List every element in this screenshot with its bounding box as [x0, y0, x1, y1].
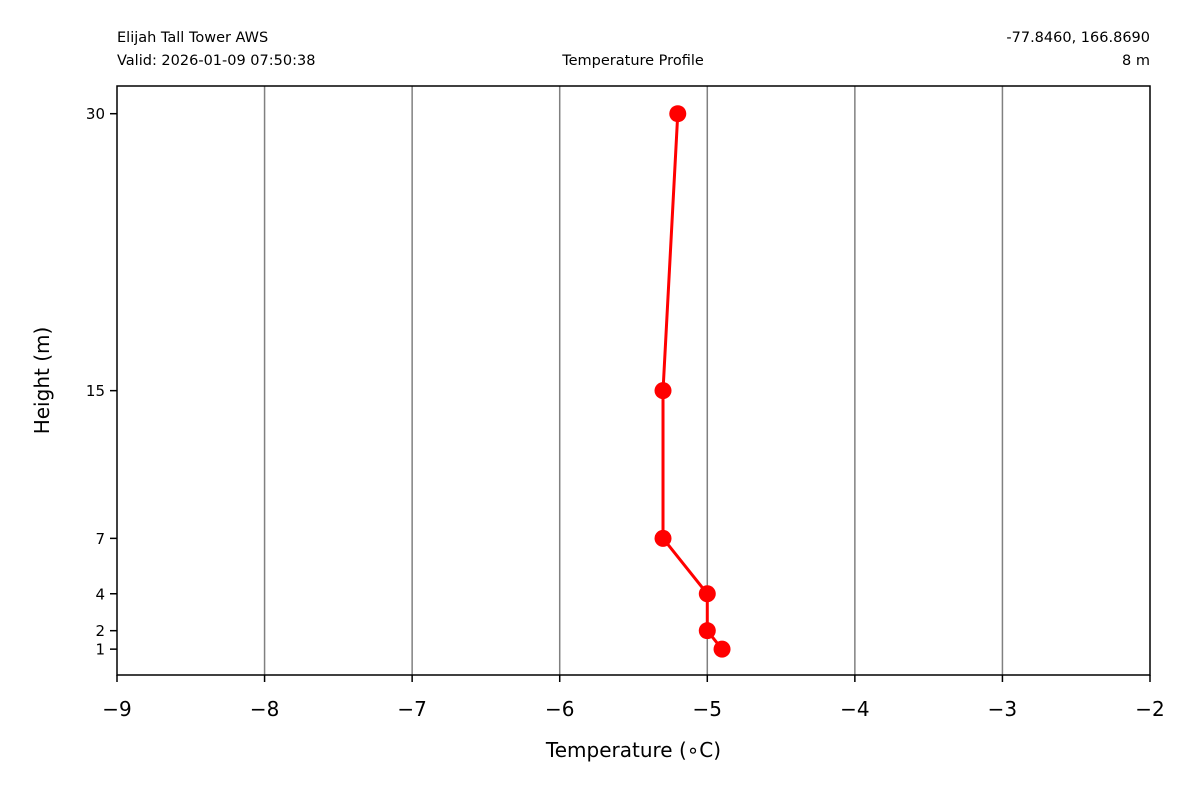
y-tick-label: 15: [86, 382, 105, 400]
profile-point: [654, 382, 672, 400]
profile-point: [654, 529, 672, 547]
x-axis-label: Temperature (∘C): [545, 738, 721, 762]
x-tick-label: −9: [102, 697, 131, 721]
y-tick-label: 7: [95, 530, 105, 548]
temperature-profile-line: [661, 113, 724, 651]
series-layer: [654, 105, 731, 658]
grid-lines: [263, 86, 1004, 675]
x-tick-label: −2: [1135, 697, 1164, 721]
x-tick-label: −4: [840, 697, 869, 721]
y-tick-label: 2: [95, 622, 105, 640]
profile-point: [713, 640, 731, 658]
station-name: Elijah Tall Tower AWS: [117, 30, 269, 46]
x-tick-label: −6: [545, 697, 574, 721]
chart-title: Temperature Profile: [562, 53, 704, 69]
plot-frame: [116, 85, 1151, 676]
y-tick-label: 1: [95, 641, 105, 659]
x-tick-label: −3: [988, 697, 1017, 721]
profile-point: [669, 105, 687, 123]
station-coordinates: -77.8460, 166.8690: [1006, 30, 1150, 46]
y-tick-label: 4: [95, 585, 105, 603]
x-tick-label: −7: [397, 697, 426, 721]
valid-time: Valid: 2026-01-09 07:50:38: [117, 53, 316, 69]
profile-point: [698, 585, 716, 603]
x-tick-label: −8: [250, 697, 279, 721]
profile-point: [698, 622, 716, 640]
x-tick-label: −5: [693, 697, 722, 721]
y-tick-label: 30: [86, 105, 105, 123]
y-axis-label: Height (m): [30, 327, 54, 435]
ticks: −9 −8 −7 −6 −5 −4 −3 −2 12 4 7 15 30: [86, 105, 1165, 721]
station-elevation: 8 m: [1122, 53, 1150, 69]
